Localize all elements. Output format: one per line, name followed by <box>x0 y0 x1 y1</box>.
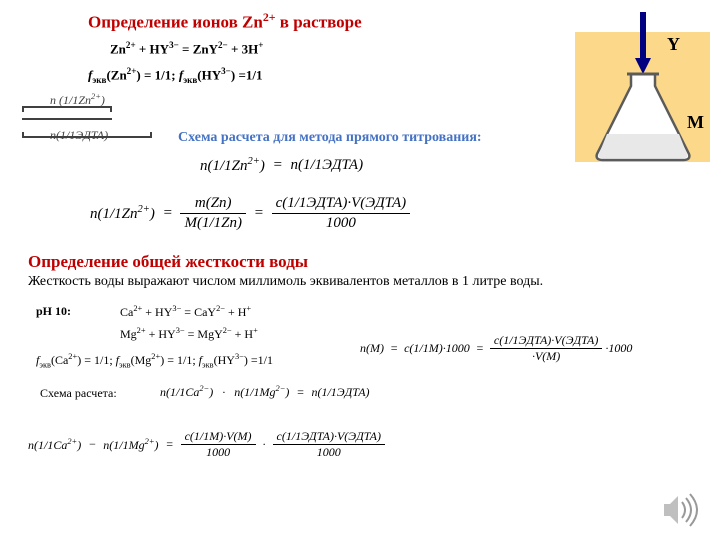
ph-label: pH 10: <box>36 304 71 319</box>
f-equiv-ca-mg: fэкв(Ca2+) = 1/1; fэкв(Mg2+) = 1/1; fэкв… <box>36 352 273 369</box>
equation-mg: Mg2+ + HY3− = MgY2− + H+ <box>120 326 258 342</box>
f-equiv-zn: fэкв(Zn2+) = 1/1; fэкв(HY3−) =1/1 <box>88 66 262 85</box>
formula-nm: n(M) = c(1/1M)·1000 = c(1/1ЭДТА)·V(ЭДТА)… <box>360 334 632 363</box>
title-hardness: Определение общей жесткости воды <box>28 252 308 272</box>
speaker-icon <box>660 490 700 530</box>
formula-bottom: n(1/1Ca2+) − n(1/1Mg2+) = c(1/1M)·V(M) 1… <box>28 430 385 459</box>
formula-main: n(1/1Zn2+) = m(Zn) M(1/1Zn) = c(1/1ЭДТА)… <box>90 195 410 231</box>
flask-illustration: Y M <box>575 8 710 168</box>
equation-ca: Ca2+ + HY3− = CaY2− + H+ <box>120 304 251 320</box>
equation-zn: Zn2+ + HY3− = ZnY2− + 3H+ <box>110 40 263 57</box>
bracket-diagram: n (1/1Zn2+) n(1/1ЭДТА) <box>22 98 162 148</box>
flask-label-m: M <box>687 112 704 133</box>
scheme-equation: n(1/1Ca2−) · n(1/1Mg2−) = n(1/1ЭДТА) <box>160 384 370 400</box>
formula-equality: n(1/1Zn2+) = n(1/1ЭДТА) <box>200 156 363 175</box>
hardness-description: Жесткость воды выражают числом миллимоль… <box>28 274 688 290</box>
scheme-heading: Схема расчета для метода прямого титрова… <box>178 130 482 146</box>
flask-label-y: Y <box>667 34 680 55</box>
scheme-label-2: Схема расчета: <box>40 386 117 401</box>
title-zn: Определение ионов Zn2+ в растворе <box>88 10 362 33</box>
